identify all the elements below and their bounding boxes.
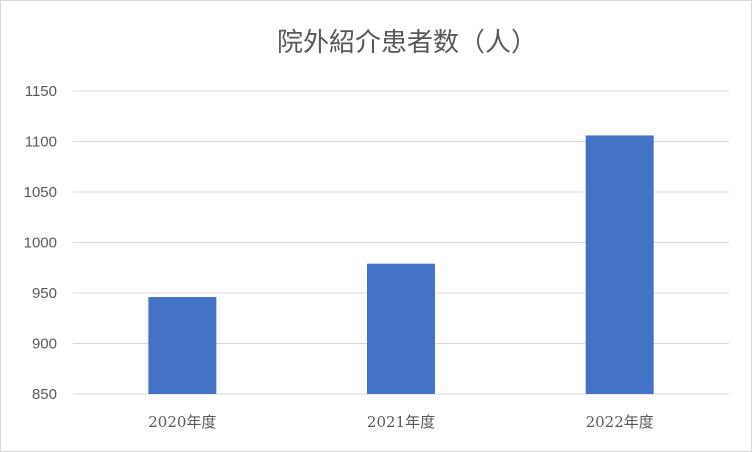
x-axis-ticks: 2020年度 2021年度 2022年度: [148, 413, 654, 431]
bar: [148, 297, 217, 394]
x-tick-label: 2022年度: [586, 413, 654, 431]
y-tick-label: 1100: [25, 134, 57, 151]
y-tick-label: 850: [32, 386, 57, 403]
y-axis-ticks: 850 900 950 1000 1050 1100 1150: [24, 83, 57, 403]
y-tick-label: 950: [32, 285, 57, 302]
y-tick-label: 1150: [25, 83, 57, 100]
y-tick-label: 900: [32, 336, 57, 353]
bars: [148, 135, 654, 394]
bar: [367, 263, 435, 394]
bar: [585, 135, 654, 394]
x-tick-label: 2020年度: [148, 413, 216, 431]
y-tick-label: 1050: [24, 184, 57, 201]
x-tick-label: 2021年度: [367, 413, 435, 431]
y-tick-label: 1000: [24, 235, 57, 252]
chart-title: 院外紹介患者数（人）: [277, 28, 537, 58]
